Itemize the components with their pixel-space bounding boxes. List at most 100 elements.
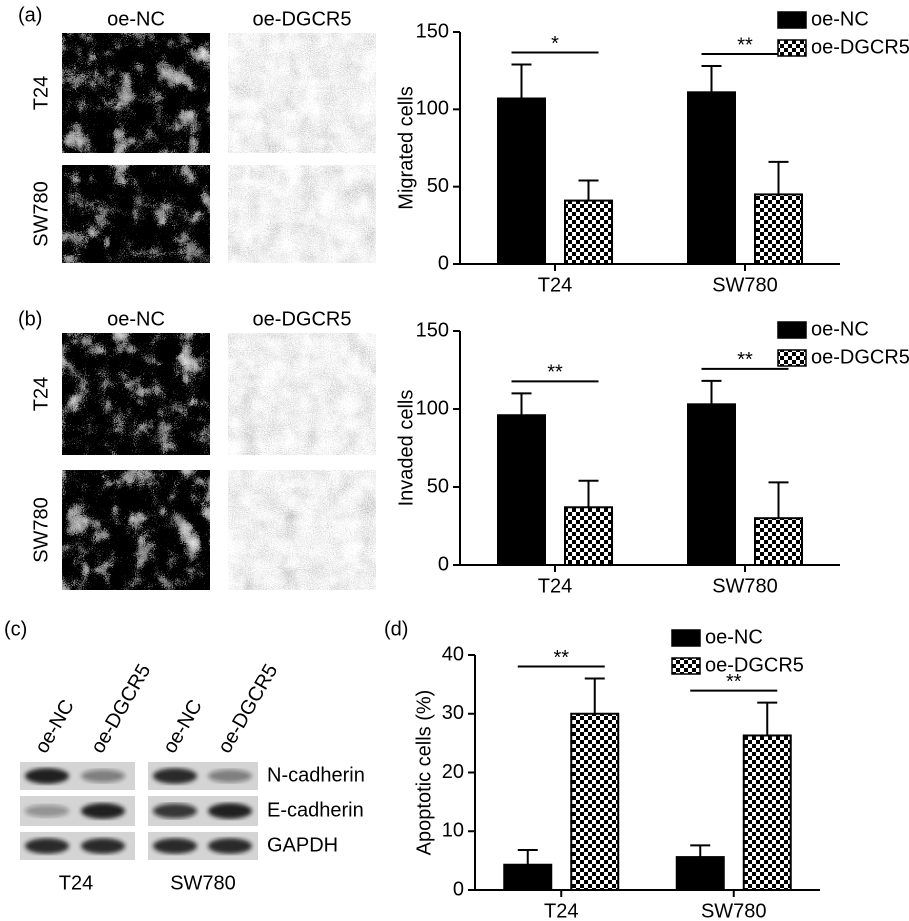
bar <box>497 97 546 265</box>
lane-label: oe-DGCR5 <box>214 660 283 757</box>
bar <box>742 734 792 891</box>
blot-band <box>81 838 125 854</box>
error-bar <box>768 160 789 195</box>
significance-label: * <box>551 33 559 55</box>
micrograph <box>228 333 376 455</box>
column-label: oe-DGCR5 <box>253 8 352 30</box>
error-bar <box>768 481 789 519</box>
blot-band <box>25 838 69 854</box>
legend-label: oe-DGCR5 <box>705 654 804 676</box>
bar <box>754 517 803 567</box>
significance-label: ** <box>553 647 569 669</box>
blot-band <box>153 838 197 854</box>
error-bar <box>690 844 711 858</box>
error-bar <box>517 849 538 865</box>
legend-label: oe-NC <box>705 626 763 648</box>
lane-label: oe-NC <box>31 696 79 757</box>
blot-band <box>81 803 125 819</box>
protein-label: GAPDH <box>267 834 338 856</box>
error-bar <box>701 65 722 93</box>
y-tick-label: 150 <box>416 319 449 341</box>
y-tick-label: 100 <box>416 98 449 120</box>
error-bar <box>511 63 532 99</box>
panel-label: (a) <box>18 4 42 26</box>
error-bar <box>701 379 722 405</box>
blot-band <box>25 804 69 818</box>
micrograph <box>62 33 210 153</box>
y-tick-label: 0 <box>453 878 464 900</box>
legend-swatch <box>777 39 807 57</box>
panel-label: (b) <box>18 308 42 330</box>
y-tick-label: 0 <box>438 252 449 274</box>
micrograph <box>62 333 210 455</box>
micrograph <box>228 33 376 153</box>
bar <box>564 199 613 266</box>
row-label: T24 <box>30 377 52 411</box>
row-label: SW780 <box>30 181 52 247</box>
y-axis-label: Migrated cells <box>395 86 417 209</box>
column-label: oe-DGCR5 <box>253 308 352 330</box>
y-tick-label: 30 <box>442 702 464 724</box>
blot-band <box>25 768 69 784</box>
lane-label: oe-DGCR5 <box>87 660 156 757</box>
legend-swatch <box>671 629 701 647</box>
error-bar <box>511 392 532 416</box>
micrograph <box>228 165 376 263</box>
micrograph <box>62 165 210 263</box>
micrograph <box>62 470 210 590</box>
blot-band <box>153 768 197 784</box>
error-bar <box>757 701 778 736</box>
blot-band <box>208 803 252 819</box>
y-tick-label: 20 <box>442 761 464 783</box>
legend-swatch <box>777 11 807 29</box>
x-tick-label: SW780 <box>712 575 778 597</box>
y-axis-label: Apoptotic cells (%) <box>413 690 435 856</box>
row-label: T24 <box>30 76 52 110</box>
micrograph <box>228 470 376 590</box>
bar <box>570 712 620 891</box>
x-tick-label: T24 <box>538 274 572 296</box>
y-tick-label: 150 <box>416 20 449 42</box>
bar <box>675 856 725 891</box>
bar <box>564 506 613 566</box>
significance-label: ** <box>726 671 742 693</box>
legend-swatch <box>671 657 701 675</box>
blot-band <box>153 803 197 819</box>
error-bar <box>578 479 599 508</box>
blot-band <box>208 769 252 783</box>
legend-label: oe-DGCR5 <box>811 346 909 368</box>
y-tick-label: 100 <box>416 397 449 419</box>
legend-label: oe-NC <box>811 8 869 30</box>
cell-line-label: SW780 <box>170 872 236 894</box>
bar <box>497 414 546 566</box>
x-tick-label: T24 <box>538 575 572 597</box>
x-tick-label: SW780 <box>712 274 778 296</box>
bar <box>687 403 736 566</box>
panel-label: (d) <box>384 618 408 640</box>
x-tick-label: SW780 <box>701 900 767 921</box>
legend-swatch <box>777 321 807 339</box>
x-tick-label: T24 <box>544 900 578 921</box>
bar <box>687 91 736 265</box>
legend-label: oe-DGCR5 <box>811 36 909 58</box>
legend-swatch <box>777 349 807 367</box>
lane-label: oe-NC <box>159 696 207 757</box>
y-tick-label: 40 <box>442 643 464 665</box>
y-tick-label: 50 <box>427 175 449 197</box>
row-label: SW780 <box>30 497 52 563</box>
column-label: oe-NC <box>107 8 165 30</box>
error-bar <box>578 179 599 201</box>
bar <box>754 193 803 265</box>
error-bar <box>584 677 605 714</box>
y-tick-label: 50 <box>427 475 449 497</box>
protein-label: E-cadherin <box>267 799 364 821</box>
bar <box>503 863 553 891</box>
column-label: oe-NC <box>107 308 165 330</box>
y-axis-label: Invaded cells <box>395 390 417 507</box>
panel-label: (c) <box>4 618 27 640</box>
blot-band <box>208 838 252 854</box>
y-tick-label: 10 <box>442 820 464 842</box>
y-tick-label: 0 <box>438 553 449 575</box>
cell-line-label: T24 <box>59 872 93 894</box>
